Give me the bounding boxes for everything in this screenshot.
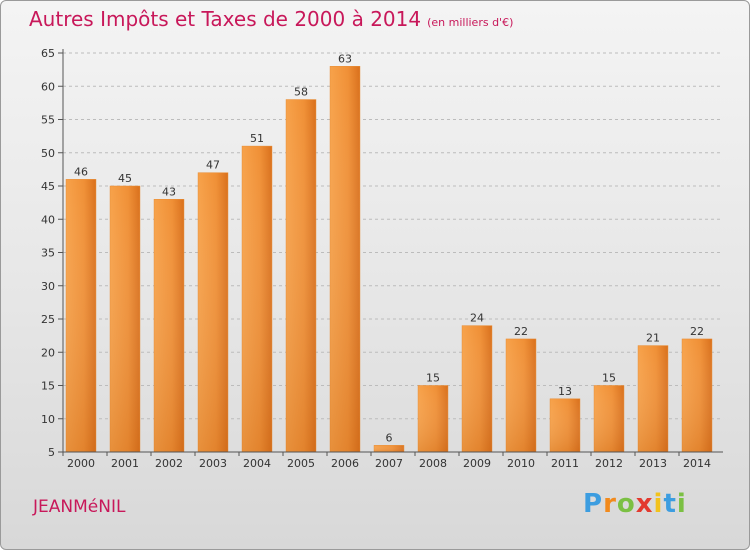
value-label: 45 [118, 172, 132, 185]
x-tick-label: 2012 [595, 457, 623, 470]
bar-shade [154, 199, 184, 452]
y-tick-label: 35 [41, 247, 55, 260]
y-tick-label: 5 [48, 446, 55, 459]
bar-shade [506, 338, 536, 452]
y-tick-label: 60 [41, 80, 55, 93]
y-tick-label: 10 [41, 413, 55, 426]
bar-shade [198, 172, 228, 452]
x-tick-label: 2005 [287, 457, 315, 470]
y-axis: 5 10 15 20 25 30 35 40 45 50 55 60 65 [41, 47, 64, 459]
bar-shade [66, 179, 96, 452]
x-tick-label: 2011 [551, 457, 579, 470]
x-tick-label: 2004 [243, 457, 271, 470]
x-tick-label: 2010 [507, 457, 535, 470]
x-tick-label: 2008 [419, 457, 447, 470]
value-label: 21 [646, 332, 660, 345]
x-tick-label: 2014 [683, 457, 711, 470]
chart-title-text: Autres Impôts et Taxes de 2000 à 2014 [29, 7, 422, 31]
x-tick-label: 2013 [639, 457, 667, 470]
bar-shade [286, 99, 316, 453]
x-tick-label: 2006 [331, 457, 359, 470]
y-tick-label: 40 [41, 213, 55, 226]
proxiti-logo: Proxiti [583, 489, 687, 519]
bar-shade [330, 66, 360, 453]
commune-name: JEANMéNIL [33, 497, 126, 517]
value-labels: 46 45 43 47 51 58 63 6 15 24 22 13 15 21 22 [74, 52, 704, 444]
value-label: 6 [386, 431, 393, 444]
y-tick-label: 20 [41, 346, 55, 359]
bar-shade [110, 186, 140, 452]
bars [65, 66, 713, 453]
x-tick-label: 2001 [111, 457, 139, 470]
x-tick-label: 2007 [375, 457, 403, 470]
chart-subtitle: (en milliers d'€) [427, 16, 514, 29]
value-label: 24 [470, 312, 484, 325]
bar-shade [418, 385, 448, 452]
bar-shade [462, 325, 492, 452]
value-label: 58 [294, 86, 308, 99]
value-label: 22 [690, 325, 704, 338]
x-tick-label: 2009 [463, 457, 491, 470]
bar-shade [374, 445, 404, 452]
x-tick-label: 2002 [155, 457, 183, 470]
x-axis: 2000 2001 2002 2003 2004 2005 2006 2007 2008 2009… [62, 451, 723, 470]
y-tick-label: 55 [41, 114, 55, 127]
y-tick-label: 25 [41, 313, 55, 326]
x-tick-label: 2003 [199, 457, 227, 470]
bar-shade [242, 146, 272, 452]
y-tick-label: 50 [41, 147, 55, 160]
bar-shade [550, 398, 580, 452]
value-label: 13 [558, 385, 572, 398]
x-tick-label: 2000 [67, 457, 95, 470]
value-label: 63 [338, 52, 352, 65]
bar-shade [682, 338, 712, 452]
value-label: 15 [602, 372, 616, 385]
bar-shade [594, 385, 624, 452]
value-label: 15 [426, 372, 440, 385]
value-label: 22 [514, 325, 528, 338]
value-label: 51 [250, 132, 264, 145]
y-tick-label: 45 [41, 180, 55, 193]
y-tick-label: 15 [41, 380, 55, 393]
value-label: 46 [74, 165, 88, 178]
value-label: 43 [162, 185, 176, 198]
y-tick-label: 65 [41, 47, 55, 60]
value-label: 47 [206, 159, 220, 172]
bar-shade [638, 345, 668, 452]
y-tick-label: 30 [41, 280, 55, 293]
chart-title: Autres Impôts et Taxes de 2000 à 2014 (en… [29, 7, 513, 31]
